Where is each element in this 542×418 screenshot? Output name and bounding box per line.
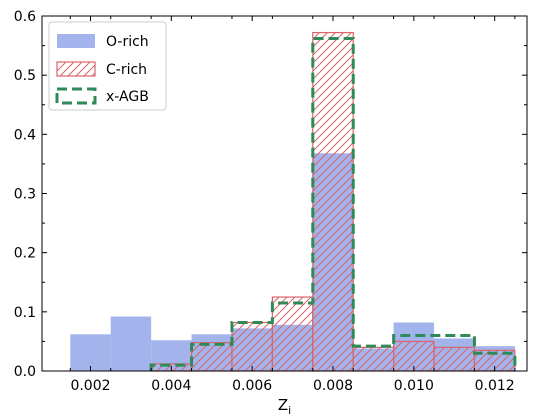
x-axis-label-main: Z <box>278 396 288 414</box>
y-tick-label: 0.1 <box>14 305 36 321</box>
legend-swatch-x-agb <box>55 87 97 105</box>
c-rich-bar <box>312 31 354 372</box>
c-rich-bar <box>271 296 314 372</box>
y-tick-label: 0.6 <box>14 9 36 25</box>
y-tick-label: 0.3 <box>14 187 36 203</box>
x-tick-label: 0.010 <box>394 378 434 394</box>
o-rich-bar <box>70 334 111 371</box>
legend-label: C-rich <box>106 62 147 78</box>
y-tick-label: 0.4 <box>14 127 36 143</box>
c-rich-bar <box>231 321 273 372</box>
y-tick-label: 0.0 <box>14 364 36 380</box>
legend-label: O-rich <box>106 34 149 50</box>
legend-swatch-c-rich <box>56 61 96 77</box>
o-rich-bar <box>110 316 152 371</box>
x-agb-step-line <box>149 36 517 371</box>
c-rich-bar <box>352 346 395 372</box>
x-tick-label: 0.012 <box>475 378 515 394</box>
y-tick-label: 0.2 <box>14 246 36 262</box>
x-tick-label: 0.006 <box>232 378 272 394</box>
x-tick-label: 0.004 <box>151 378 191 394</box>
x-tick-label: 0.002 <box>70 378 110 394</box>
legend-label: x-AGB <box>106 89 149 105</box>
c-rich-bar <box>433 346 476 372</box>
legend-swatch-o-rich <box>57 34 95 48</box>
x-axis-label: Zi <box>278 396 291 417</box>
c-rich-bar <box>190 342 233 372</box>
y-tick-label: 0.5 <box>14 68 36 84</box>
x-axis-label-subscript: i <box>288 404 291 417</box>
x-tick-label: 0.008 <box>313 378 353 394</box>
